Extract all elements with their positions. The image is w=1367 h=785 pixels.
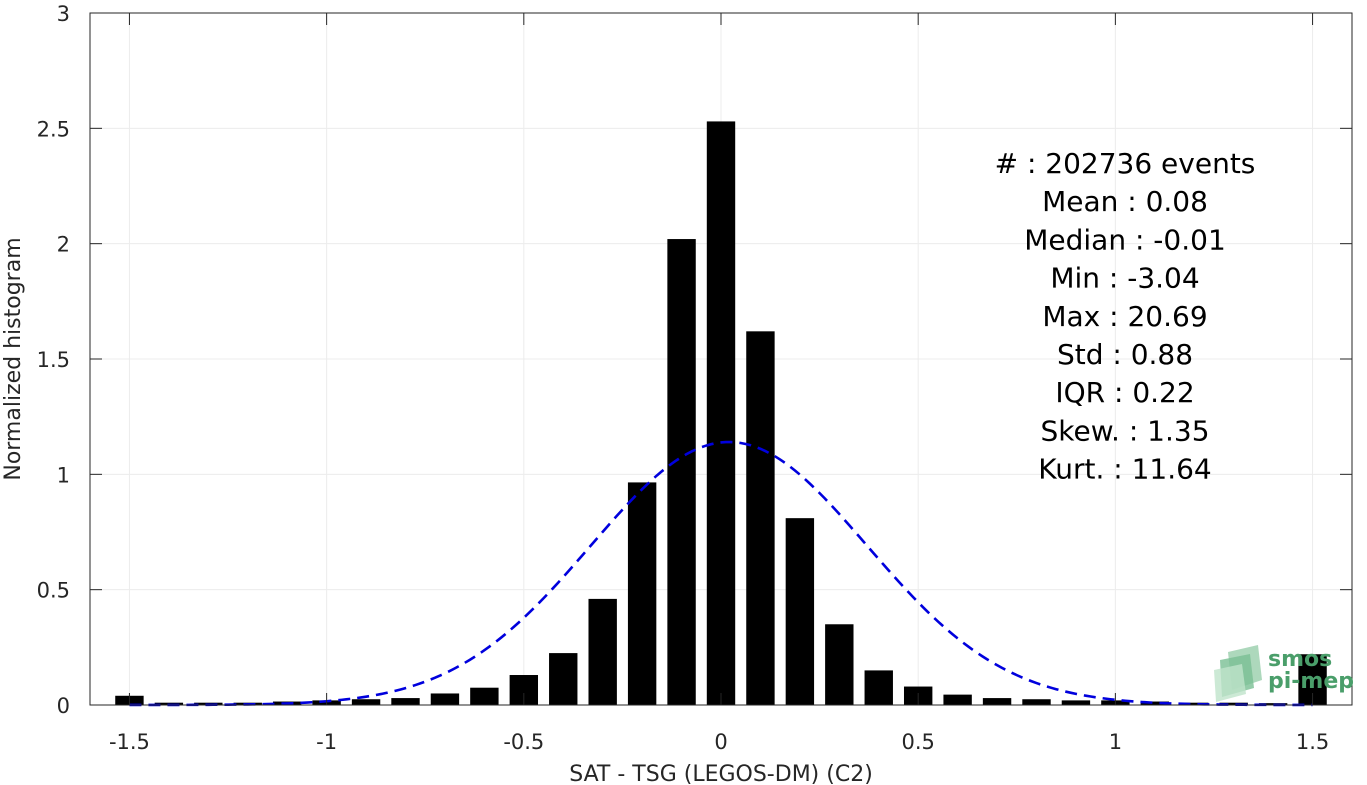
histogram-bar [746, 331, 775, 705]
stat-line: IQR : 0.22 [1055, 376, 1194, 409]
histogram-bar [1022, 699, 1051, 705]
stat-line: Mean : 0.08 [1042, 185, 1208, 218]
histogram-bar [943, 694, 972, 705]
histogram-bar [430, 693, 460, 705]
histogram-bar [785, 518, 815, 705]
x-axis-label: SAT - TSG (LEGOS-DM) (C2) [569, 762, 873, 785]
histogram-bar [982, 698, 1012, 705]
x-tick-label: -0.5 [503, 730, 544, 754]
histogram-bar [627, 482, 657, 705]
histogram-bar [1219, 702, 1248, 705]
y-tick-label: 0.5 [37, 579, 70, 603]
x-tick-label: 0 [714, 730, 727, 754]
stat-line: Std : 0.88 [1057, 338, 1193, 371]
logo-text-smos: smos [1268, 647, 1332, 672]
y-tick-label: 2 [57, 233, 70, 257]
x-tick-label: -1.5 [109, 730, 150, 754]
y-tick-label: 1 [57, 463, 70, 487]
stat-line: Median : -0.01 [1024, 223, 1226, 256]
histogram-bars [115, 121, 1327, 705]
y-axis-label: Normalized histogram [1, 237, 26, 480]
logo-text-pimep: pi-mep [1268, 669, 1354, 694]
logo-shape-front [1214, 664, 1246, 702]
histogram-bar [706, 121, 736, 705]
statistics-annotation: # : 202736 events Mean : 0.08 Median : -0.… [995, 147, 1256, 486]
y-axis-ticks: 0 0.5 1 1.5 2 2.5 3 [37, 2, 1352, 718]
smos-pimep-logo: smos pi-mep [1214, 645, 1354, 702]
histogram-bar [1180, 702, 1209, 705]
x-tick-label: 1.5 [1296, 730, 1329, 754]
stat-line: Min : -3.04 [1050, 262, 1199, 295]
y-tick-label: 3 [57, 2, 70, 26]
stat-line: Skew. : 1.35 [1040, 414, 1209, 447]
y-tick-label: 2.5 [37, 117, 70, 141]
y-tick-label: 0 [57, 694, 70, 718]
stat-line: Kurt. : 11.64 [1038, 453, 1212, 486]
histogram-bar [351, 699, 381, 705]
histogram-bar [1140, 701, 1170, 705]
histogram-bar [864, 670, 893, 705]
histogram-bar [1061, 700, 1091, 705]
histogram-bar [825, 624, 854, 705]
histogram-bar [1258, 703, 1288, 705]
histogram-bar [470, 687, 499, 705]
stat-line: Max : 20.69 [1042, 300, 1207, 333]
stat-line: # : 202736 events [995, 147, 1256, 180]
x-axis-ticks: -1.5 -1 -0.5 0 0.5 1 1.5 [109, 13, 1329, 754]
x-tick-label: 1 [1109, 730, 1122, 754]
y-tick-label: 1.5 [37, 348, 70, 372]
histogram-bar [667, 239, 696, 705]
x-tick-label: 0.5 [901, 730, 934, 754]
x-tick-label: -1 [316, 730, 337, 754]
histogram-bar [391, 698, 420, 705]
histogram-bar [588, 598, 617, 705]
histogram-bar [549, 653, 578, 705]
